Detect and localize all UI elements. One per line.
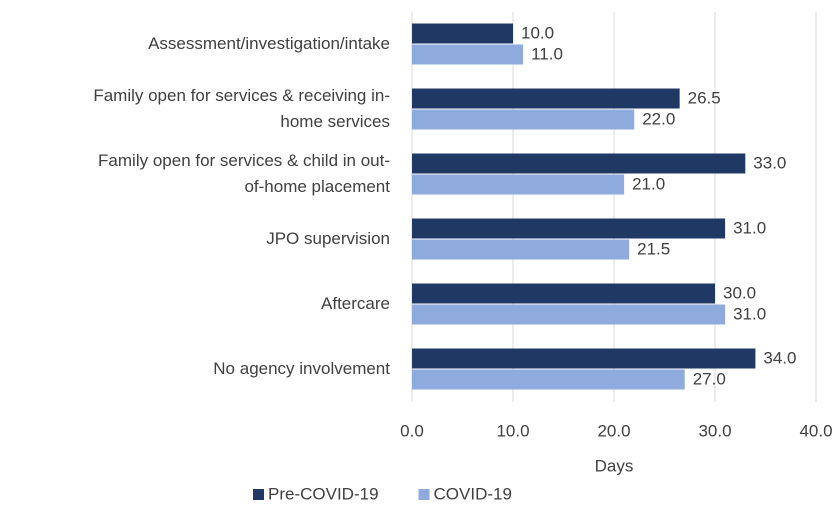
- bar: [412, 153, 746, 174]
- y-tick-label: home services: [280, 112, 390, 131]
- x-tick-label: 20.0: [597, 421, 630, 440]
- y-tick-label: No agency involvement: [213, 359, 390, 378]
- data-label: 31.0: [733, 218, 766, 237]
- bar: [412, 109, 635, 130]
- bar: [412, 218, 726, 239]
- bar: [412, 174, 625, 195]
- y-tick-label: Assessment/investigation/intake: [148, 34, 390, 53]
- data-label: 26.5: [688, 88, 721, 107]
- bar: [412, 348, 756, 369]
- y-tick-label: Aftercare: [321, 294, 390, 313]
- legend-label: COVID-19: [434, 484, 512, 503]
- bar: [412, 88, 680, 109]
- bar: [412, 239, 630, 260]
- y-tick-label: Family open for services & receiving in-: [93, 86, 390, 105]
- y-tick-label: JPO supervision: [266, 229, 390, 248]
- bar: [412, 304, 726, 325]
- data-label: 10.0: [521, 23, 554, 42]
- legend-swatch: [253, 489, 264, 500]
- bar: [412, 369, 685, 390]
- data-label: 21.0: [632, 174, 665, 193]
- x-axis-label: Days: [595, 456, 634, 475]
- legend-label: Pre-COVID-19: [268, 484, 379, 503]
- legend-swatch: [418, 489, 430, 500]
- data-label: 34.0: [763, 348, 796, 367]
- data-label: 21.5: [637, 239, 670, 258]
- data-label: 27.0: [693, 369, 726, 388]
- y-tick-label: Family open for services & child in out-: [98, 151, 390, 170]
- data-label: 33.0: [753, 153, 786, 172]
- data-label: 11.0: [531, 44, 563, 63]
- x-tick-label: 30.0: [698, 421, 731, 440]
- data-label: 30.0: [723, 283, 756, 302]
- y-tick-label: of-home placement: [244, 177, 390, 196]
- bar: [412, 44, 524, 65]
- x-tick-label: 40.0: [799, 421, 832, 440]
- x-tick-label: 0.0: [400, 421, 424, 440]
- bar: [412, 23, 513, 44]
- x-tick-label: 10.0: [496, 421, 529, 440]
- data-label: 31.0: [733, 304, 766, 323]
- bar: [412, 283, 715, 304]
- data-label: 22.0: [642, 109, 675, 128]
